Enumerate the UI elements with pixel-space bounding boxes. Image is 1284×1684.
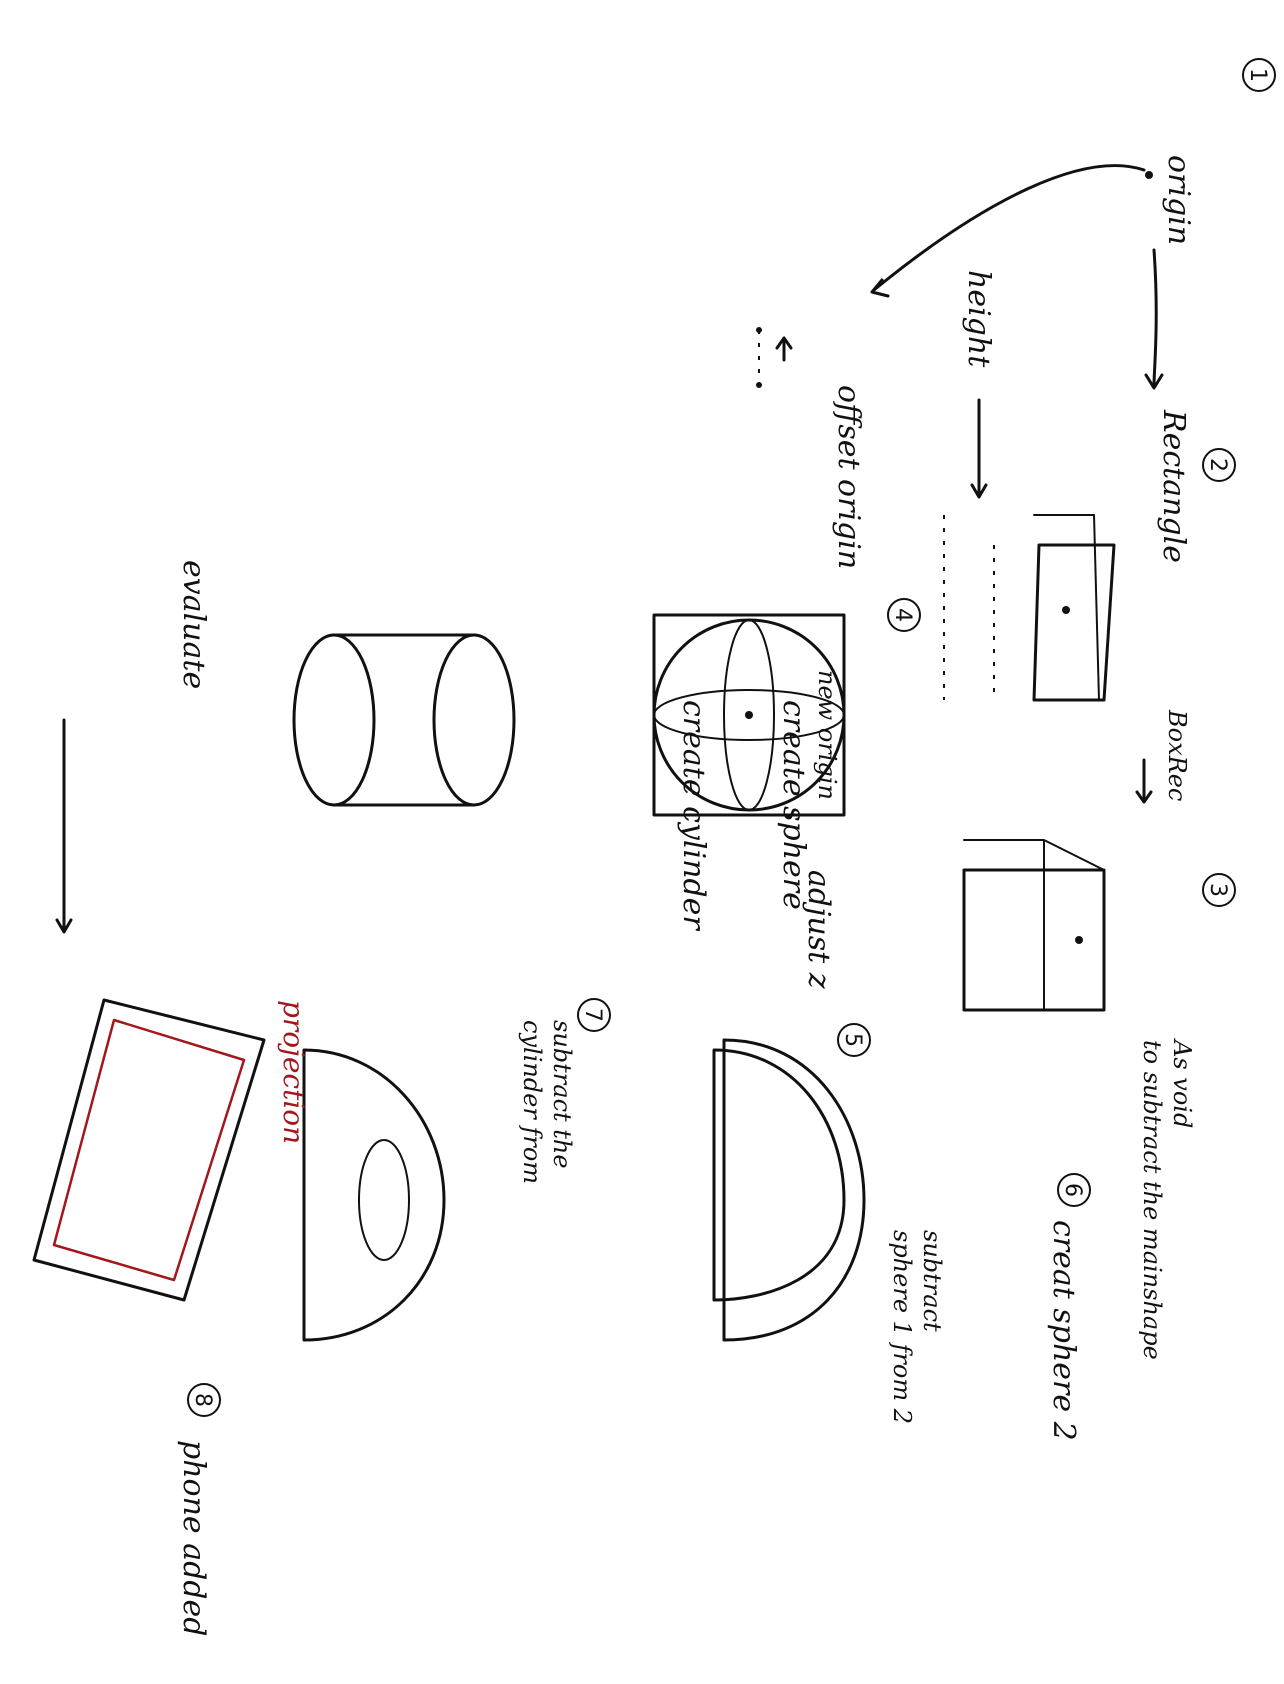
cut-shape [302, 1048, 446, 1342]
phone-shape [32, 998, 266, 1302]
step-2-rectangle: 2 Rectangle height offset origin [756, 270, 1236, 702]
origin-point [1145, 171, 1153, 179]
step-4-number: 4 [890, 608, 915, 622]
subtract-line-1: subtract [918, 1230, 946, 1332]
boxrec-shape [962, 868, 1106, 1012]
evaluate-step: evaluate [55, 560, 211, 934]
projection-outline [52, 1018, 246, 1282]
step-1-number: 1 [1245, 68, 1270, 82]
step-8-number: 8 [190, 1393, 215, 1407]
cylinder-shape [292, 633, 376, 807]
step-4-number-circle [887, 598, 921, 632]
step-3-number: 3 [1205, 883, 1230, 897]
step-7-number: 7 [580, 1008, 605, 1022]
origin-to-offset-arrow [872, 164, 1146, 292]
phone-added-label: phone added [176, 1440, 211, 1636]
step-1-number-circle [1242, 58, 1276, 92]
step-2-number-circle [1202, 448, 1236, 482]
projection-label: projection [277, 1000, 310, 1144]
new-origin-label: new origin [813, 670, 841, 800]
offset-origin-label: offset origin [831, 385, 866, 569]
rectangle-label: Rectangle [1156, 409, 1191, 563]
boxrec-label: BoxRec [1163, 709, 1191, 801]
create-cylinder-label: create cylinder [676, 700, 711, 931]
subtract-line-2: sphere 1 from 2 [888, 1230, 916, 1424]
rectangle-shape [1032, 543, 1116, 702]
step-5: 5 [712, 1023, 871, 1302]
step-6-number-circle [1057, 1173, 1091, 1207]
create-sphere-label: create sphere [776, 700, 811, 910]
origin-label: origin [1161, 155, 1196, 245]
void-line-1: As void [1168, 1038, 1196, 1128]
step-3-boxrec: 3 BoxRec As void to subtract the mainsha… [962, 709, 1236, 1360]
cylinder-step: create cylinder [292, 633, 711, 931]
origin-to-rect-arrow [1152, 248, 1158, 387]
subtract-cylinder-line-2: cylinder from [518, 1020, 546, 1184]
sphere-2-shape [722, 1038, 866, 1342]
step-6: 6 creat sphere 2 subtract sphere 1 from … [722, 1038, 1091, 1441]
step-2-number: 2 [1205, 458, 1230, 472]
adjust-z-label: adjust z [801, 870, 836, 989]
step-1-origin: 1 origin [870, 58, 1276, 390]
subtract-cylinder-line-1: subtract the [548, 1020, 576, 1169]
step-5-number: 5 [840, 1033, 865, 1047]
step-7: 7 subtract the cylinder from [302, 998, 611, 1342]
step-3-number-circle [1202, 873, 1236, 907]
step-4-sphere: 4 create sphere new origin adjust z [652, 598, 921, 989]
hemisphere-shape [712, 1048, 846, 1302]
height-label: height [961, 270, 996, 368]
step-7-number-circle [577, 998, 611, 1032]
step-8: 8 phone added projection [32, 998, 310, 1636]
creat-sphere-2-label: creat sphere 2 [1046, 1220, 1081, 1441]
step-6-number: 6 [1060, 1183, 1085, 1197]
step-5-number-circle [837, 1023, 871, 1057]
void-line-2: to subtract the mainshape [1138, 1040, 1166, 1360]
step-8-number-circle [187, 1383, 221, 1417]
evaluate-label: evaluate [176, 560, 211, 689]
